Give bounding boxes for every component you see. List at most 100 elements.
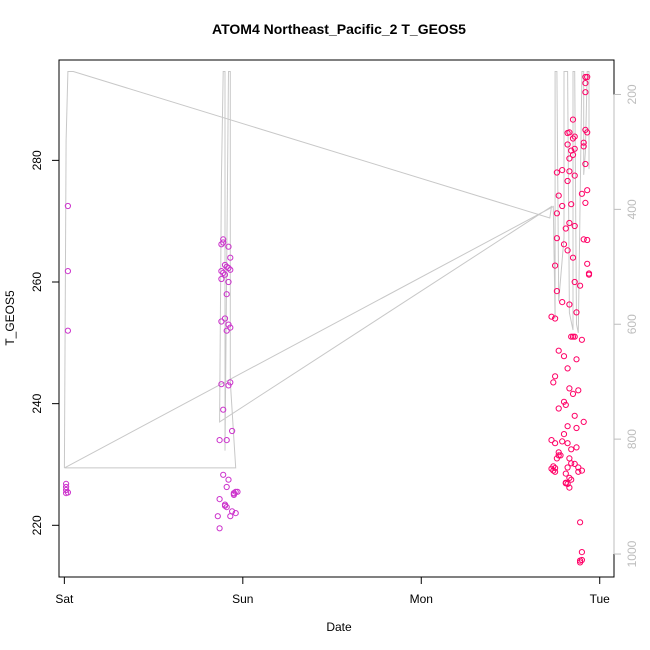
chart-title: ATOM4 Northeast_Pacific_2 T_GEOS5 xyxy=(212,21,466,37)
data-point xyxy=(557,452,564,459)
data-point xyxy=(552,262,559,269)
data-point xyxy=(223,327,230,334)
data-point xyxy=(571,145,578,152)
data-point xyxy=(566,474,573,481)
data-point xyxy=(223,483,230,491)
data-point xyxy=(582,80,589,87)
data-point xyxy=(553,210,561,217)
y-tick-label: 220 xyxy=(30,515,44,535)
data-point xyxy=(577,559,584,566)
data-point xyxy=(227,513,234,520)
data-point xyxy=(566,168,573,175)
data-point xyxy=(571,172,578,179)
data-point xyxy=(568,201,575,208)
data-point xyxy=(227,254,234,261)
data-point xyxy=(566,385,573,392)
data-point xyxy=(568,333,575,340)
data-point xyxy=(63,490,70,497)
data-point xyxy=(229,427,236,435)
data-point xyxy=(555,405,562,412)
data-point xyxy=(553,455,561,462)
data-point xyxy=(223,291,230,298)
data-point xyxy=(218,241,225,248)
data-point xyxy=(566,155,573,162)
data-point xyxy=(578,467,586,474)
data-point xyxy=(580,143,587,150)
data-point xyxy=(578,190,586,197)
data-point xyxy=(227,266,234,273)
data-point xyxy=(582,160,589,168)
data-point xyxy=(582,89,589,96)
data-point xyxy=(575,468,582,475)
data-point xyxy=(555,347,562,354)
data-point xyxy=(573,424,580,432)
data-point xyxy=(220,269,227,276)
data-point xyxy=(584,236,591,244)
data-point xyxy=(552,468,559,475)
data-point xyxy=(571,133,578,140)
y2-tick-label: 600 xyxy=(625,314,639,334)
data-point xyxy=(585,271,593,278)
data-point xyxy=(230,491,237,498)
data-point xyxy=(569,254,577,261)
data-point xyxy=(221,501,229,508)
data-point xyxy=(564,464,571,471)
data-point xyxy=(571,278,578,286)
data-point xyxy=(225,382,232,389)
data-point xyxy=(225,476,232,483)
data-point xyxy=(63,480,70,487)
data-point xyxy=(569,135,577,142)
data-point xyxy=(221,271,229,278)
data-point xyxy=(559,299,566,306)
data-point xyxy=(564,247,571,254)
data-point xyxy=(571,412,578,419)
data-point xyxy=(64,268,72,275)
data-point xyxy=(234,488,241,495)
data-point xyxy=(555,192,562,199)
data-point xyxy=(580,418,587,425)
data-point xyxy=(227,324,234,331)
data-point xyxy=(564,365,571,372)
y-axis: 220 240 260 280 xyxy=(30,150,60,535)
data-point xyxy=(560,398,568,405)
data-point xyxy=(571,333,578,340)
data-point xyxy=(225,243,232,250)
data-point xyxy=(560,241,568,248)
data-point xyxy=(64,327,72,334)
data-point xyxy=(63,483,70,491)
data-point xyxy=(562,470,569,477)
data-point xyxy=(578,336,586,343)
data-point xyxy=(555,452,562,459)
data-point xyxy=(220,406,227,413)
altitude-line-path xyxy=(63,71,590,469)
data-point xyxy=(218,318,225,325)
data-point xyxy=(64,202,72,210)
data-point xyxy=(582,199,589,206)
data-point xyxy=(569,333,577,340)
data-point xyxy=(553,169,561,176)
data-point xyxy=(560,353,568,360)
data-point xyxy=(218,268,225,275)
data-point xyxy=(548,437,555,444)
data-point xyxy=(566,301,573,308)
data-point xyxy=(559,202,566,210)
data-point xyxy=(220,471,227,478)
y-tick-label: 240 xyxy=(30,393,44,413)
data-point xyxy=(562,480,569,487)
data-point xyxy=(564,141,571,148)
y2-tick-label: 200 xyxy=(625,84,639,104)
data-point xyxy=(218,275,225,283)
data-point xyxy=(562,401,569,408)
y-axis-label: T_GEOS5 xyxy=(3,290,17,346)
data-point xyxy=(569,151,577,158)
data-point xyxy=(548,465,555,472)
data-point xyxy=(560,431,568,438)
data-point xyxy=(564,129,571,137)
data-point xyxy=(575,464,582,471)
data-point xyxy=(227,379,234,386)
data-point xyxy=(225,278,232,286)
data-point xyxy=(578,549,586,556)
data-point xyxy=(555,449,562,456)
data-point xyxy=(550,379,557,386)
